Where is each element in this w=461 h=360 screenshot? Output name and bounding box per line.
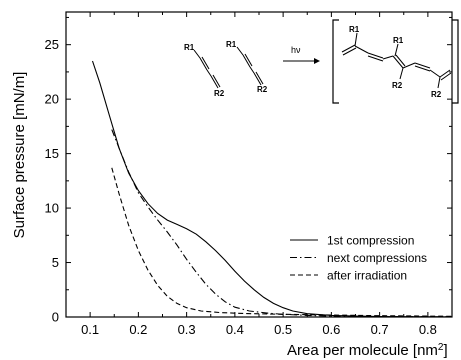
series-line-2 — [111, 129, 453, 318]
y-tick-label: 25 — [45, 37, 59, 52]
reactant-2-single — [249, 66, 255, 74]
reactant-2-r2: R2 — [257, 85, 268, 94]
reactant-1-triple-1b — [201, 56, 210, 70]
legend-label: next compressions — [327, 251, 427, 265]
legend: 1st compression next compressions after ir… — [290, 234, 427, 283]
reaction-label: hν — [291, 45, 301, 55]
x-axis-title-end: ] — [443, 342, 447, 359]
y-tick-label: 20 — [45, 92, 59, 107]
x-axis-title-sup: 2 — [438, 342, 444, 353]
reactant-2-triple-1a — [242, 54, 251, 68]
reactant-1-r1: R1 — [184, 43, 195, 52]
reactant-1-triple-1a — [199, 57, 208, 71]
x-axis-title-main: Area per molecule [nm — [287, 342, 438, 359]
reactant-1-r2: R2 — [214, 89, 225, 98]
reaction-arrow: hν — [283, 45, 320, 64]
reactant-2-triple-2b — [255, 71, 264, 85]
product-r2b: R2 — [431, 90, 442, 99]
series-line-3 — [111, 167, 453, 317]
y-axis-title: Surface pressure [mN/m] — [11, 72, 28, 239]
y-tick-label: 10 — [45, 201, 59, 216]
product-triple-left-b — [367, 55, 384, 62]
reactant-2-triple-1b — [244, 53, 253, 67]
product: R1 R1 R2 R2 — [332, 19, 459, 104]
reactant-2-bond-top — [236, 46, 244, 56]
axis-ticks: 0.1 0.2 0.3 0.4 0.5 0.6 0.7 0.8 0 5 10 15 20 25 — [45, 12, 452, 337]
y-tick-label: 0 — [52, 310, 59, 325]
reactant-1-single — [206, 69, 212, 77]
product-r2b-bond — [437, 76, 441, 89]
x-tick-label: 0.1 — [81, 322, 99, 337]
reactant-1-triple-2a — [210, 75, 219, 89]
reactant-2-r1: R1 — [226, 40, 237, 49]
product-vinyl-left-b — [342, 47, 357, 56]
product-central-double-a — [392, 55, 404, 69]
product-chain-4 — [429, 69, 441, 78]
product-right-bracket — [452, 19, 459, 104]
reactant-2: R1 R2 — [226, 40, 268, 94]
x-tick-label: 0.4 — [226, 322, 244, 337]
y-axis-title-group: Surface pressure [mN/m] — [11, 72, 28, 239]
product-r1a-bond — [354, 32, 358, 47]
x-tick-label: 0.2 — [129, 322, 147, 337]
product-r2a: R2 — [392, 81, 403, 90]
product-vinyl-right-b — [440, 72, 452, 81]
product-chain-1 — [354, 45, 369, 54]
reactant-2-triple-2a — [253, 72, 262, 86]
legend-label: 1st compression — [327, 234, 414, 248]
x-axis-title: Area per molecule [nm2] — [287, 342, 448, 359]
product-left-bracket — [332, 19, 339, 104]
x-tick-label: 0.6 — [322, 322, 340, 337]
product-triple-right-b — [414, 65, 431, 72]
product-r2a-bond — [399, 67, 404, 80]
product-chain-3 — [402, 62, 416, 69]
product-vinyl-left-a — [341, 44, 356, 53]
reactant-1-bond-top — [193, 49, 201, 59]
legend-label: after irradiation — [327, 269, 407, 283]
reactant-1: R1 R2 — [184, 43, 225, 98]
arrow-head — [314, 58, 320, 64]
reaction-scheme: R1 R2 R1 R2 hν — [184, 19, 459, 104]
x-tick-label: 0.5 — [274, 322, 292, 337]
product-vinyl-right-a — [439, 69, 451, 78]
product-r1b-bond — [394, 43, 399, 57]
product-chain-2 — [382, 55, 394, 60]
product-triple-left-a — [367, 52, 384, 59]
y-tick-label: 5 — [52, 255, 59, 270]
product-r1b: R1 — [393, 36, 404, 45]
x-tick-label: 0.7 — [371, 322, 389, 337]
x-tick-label: 0.8 — [419, 322, 437, 337]
product-r1a: R1 — [349, 25, 360, 34]
reactant-1-triple-2b — [212, 74, 221, 88]
x-tick-label: 0.3 — [178, 322, 196, 337]
product-triple-right-a — [414, 62, 431, 69]
data-series — [91, 60, 453, 318]
product-central-double-b — [395, 54, 406, 67]
y-tick-label: 15 — [45, 146, 59, 161]
